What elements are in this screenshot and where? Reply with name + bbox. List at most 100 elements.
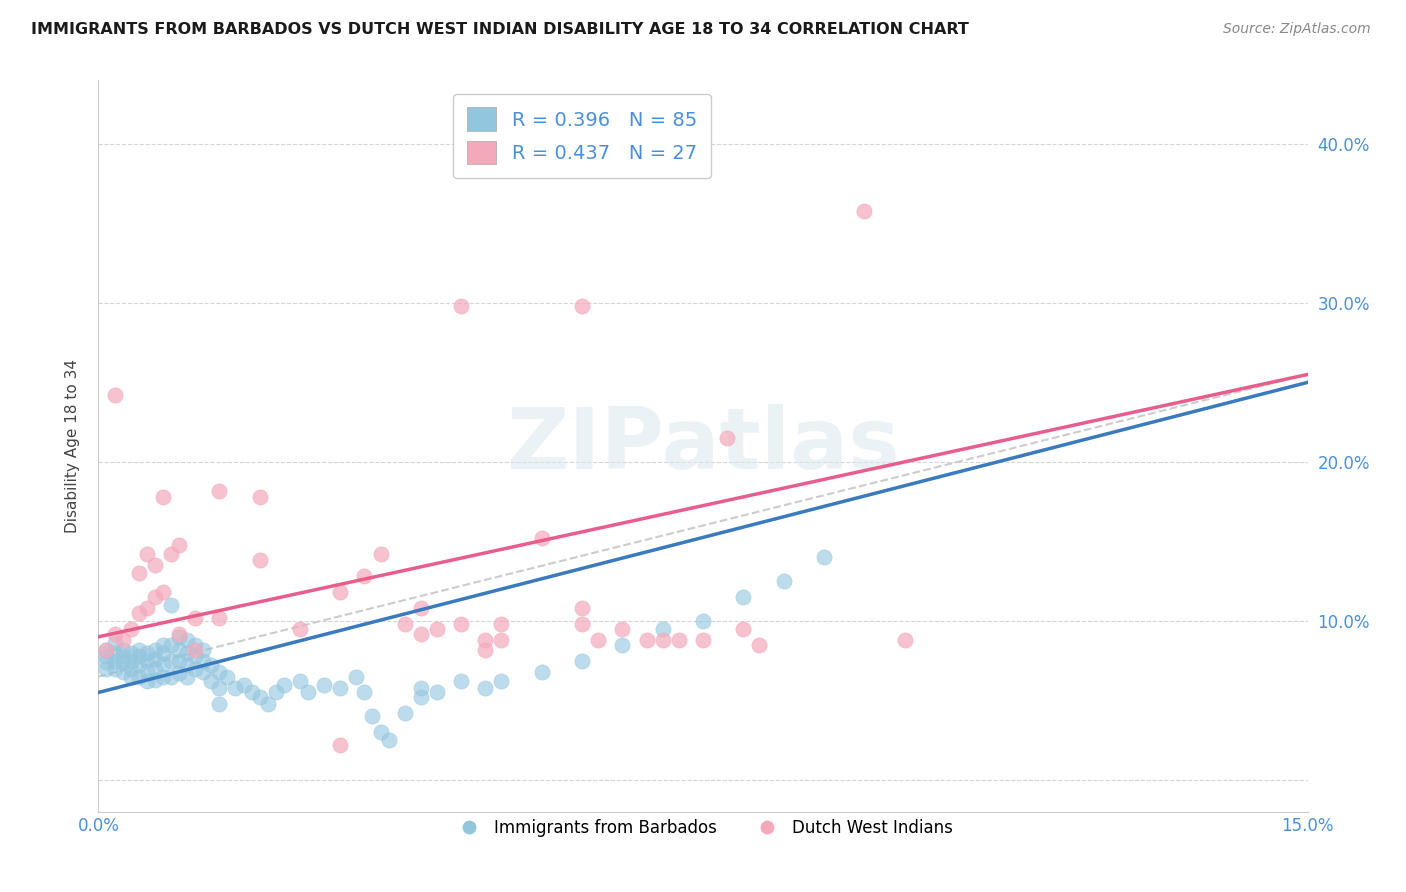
Point — [103, 626, 125, 640]
Point — [409, 601, 432, 615]
Point — [491, 632, 513, 647]
Point — [474, 642, 496, 657]
Point — [96, 655, 118, 669]
Point — [329, 585, 352, 599]
Point — [288, 674, 311, 689]
Point — [103, 646, 125, 660]
Point — [208, 611, 231, 625]
Point — [152, 490, 174, 504]
Point — [361, 709, 384, 723]
Point — [176, 632, 198, 647]
Point — [167, 626, 190, 640]
Point — [184, 642, 207, 657]
Point — [530, 531, 553, 545]
Point — [353, 685, 375, 699]
Point — [111, 632, 134, 647]
Point — [409, 626, 432, 640]
Legend: Immigrants from Barbados, Dutch West Indians: Immigrants from Barbados, Dutch West Ind… — [446, 813, 960, 844]
Point — [143, 673, 166, 687]
Point — [103, 654, 125, 668]
Point — [249, 553, 271, 567]
Point — [636, 632, 658, 647]
Point — [184, 662, 207, 676]
Point — [96, 642, 118, 657]
Point — [426, 622, 449, 636]
Point — [103, 388, 125, 402]
Text: Source: ZipAtlas.com: Source: ZipAtlas.com — [1223, 22, 1371, 37]
Point — [128, 648, 150, 663]
Point — [232, 677, 254, 691]
Point — [748, 638, 770, 652]
Point — [409, 681, 432, 695]
Point — [200, 658, 222, 673]
Point — [450, 674, 472, 689]
Point — [160, 654, 183, 668]
Point — [96, 662, 118, 676]
Point — [651, 632, 673, 647]
Point — [96, 642, 118, 657]
Point — [103, 662, 125, 676]
Point — [143, 662, 166, 676]
Point — [184, 611, 207, 625]
Point — [853, 203, 876, 218]
Point — [370, 725, 392, 739]
Point — [668, 113, 690, 128]
Point — [772, 574, 794, 589]
Text: ZIPatlas: ZIPatlas — [506, 404, 900, 488]
Point — [152, 638, 174, 652]
Point — [716, 431, 738, 445]
Point — [167, 654, 190, 668]
Point — [120, 622, 142, 636]
Point — [160, 638, 183, 652]
Y-axis label: Disability Age 18 to 34: Disability Age 18 to 34 — [65, 359, 80, 533]
Point — [217, 669, 239, 683]
Point — [111, 655, 134, 669]
Point — [612, 638, 634, 652]
Point — [152, 646, 174, 660]
Point — [733, 622, 755, 636]
Point — [160, 598, 183, 612]
Point — [143, 590, 166, 604]
Point — [135, 665, 157, 679]
Point — [128, 606, 150, 620]
Point — [143, 558, 166, 573]
Point — [193, 665, 215, 679]
Point — [184, 648, 207, 663]
Point — [176, 669, 198, 683]
Point — [450, 617, 472, 632]
Point — [474, 681, 496, 695]
Point — [135, 646, 157, 660]
Point — [571, 601, 593, 615]
Point — [160, 669, 183, 683]
Point — [111, 648, 134, 663]
Point — [143, 652, 166, 666]
Point — [111, 642, 134, 657]
Point — [103, 636, 125, 650]
Point — [893, 632, 915, 647]
Point — [111, 665, 134, 679]
Point — [668, 632, 690, 647]
Point — [128, 669, 150, 683]
Point — [394, 706, 416, 720]
Point — [530, 665, 553, 679]
Point — [184, 638, 207, 652]
Point — [264, 685, 287, 699]
Point — [128, 566, 150, 581]
Point — [135, 674, 157, 689]
Point — [224, 681, 246, 695]
Point — [200, 674, 222, 689]
Point — [128, 642, 150, 657]
Point — [394, 617, 416, 632]
Point — [208, 483, 231, 498]
Point — [167, 642, 190, 657]
Point — [208, 665, 231, 679]
Point — [297, 685, 319, 699]
Point — [176, 658, 198, 673]
Point — [426, 685, 449, 699]
Text: IMMIGRANTS FROM BARBADOS VS DUTCH WEST INDIAN DISABILITY AGE 18 TO 34 CORRELATIO: IMMIGRANTS FROM BARBADOS VS DUTCH WEST I… — [31, 22, 969, 37]
Point — [176, 646, 198, 660]
Point — [571, 654, 593, 668]
Point — [571, 617, 593, 632]
Point — [135, 601, 157, 615]
Point — [135, 547, 157, 561]
